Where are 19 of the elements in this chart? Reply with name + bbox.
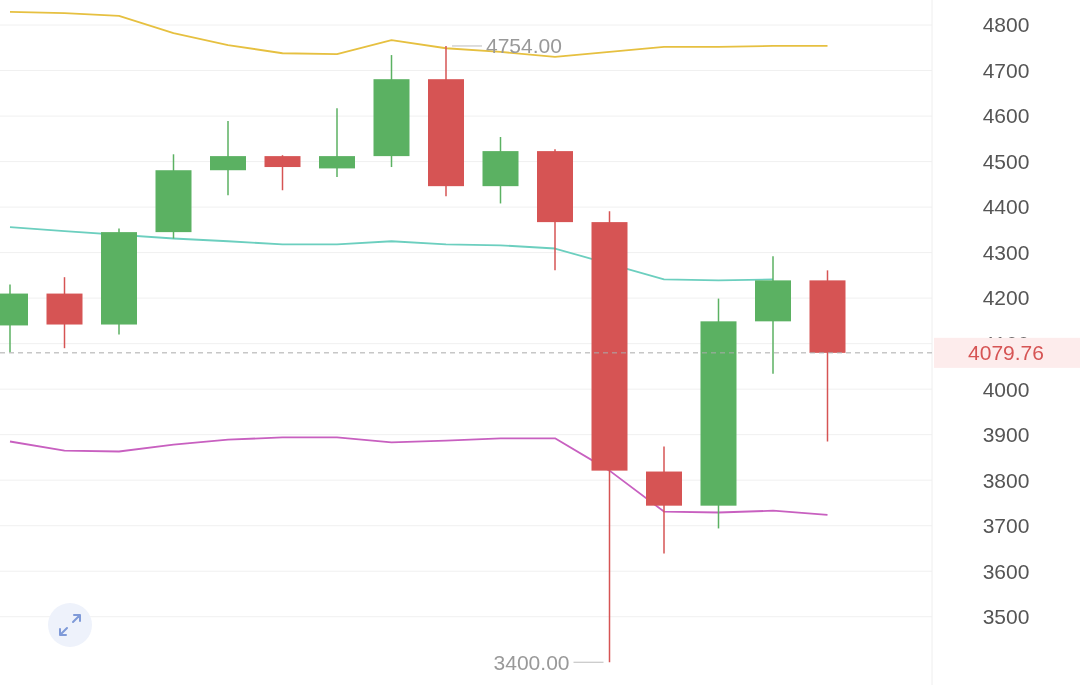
y-tick-label: 4500 (982, 149, 1030, 173)
y-tick-label: 3500 (982, 605, 1030, 629)
y-tick-label: 4600 (982, 104, 1030, 128)
annotation: 3400.00 (493, 650, 570, 674)
y-tick-label: 4700 (982, 58, 1030, 82)
ref-line-label: 4079.76 (968, 341, 1044, 365)
line-series (9, 10, 829, 58)
y-tick-label: 4200 (982, 286, 1030, 310)
line-series (9, 226, 774, 282)
y-tick-label: 4400 (982, 195, 1030, 219)
y-tick-label: 4800 (982, 13, 1030, 37)
y-tick-label: 4300 (982, 240, 1030, 264)
y-tick-label: 3600 (982, 559, 1030, 583)
annotation: 4754.00 (486, 34, 562, 58)
y-tick-label: 3700 (982, 514, 1030, 538)
line-series (9, 436, 829, 516)
y-tick-label: 4000 (982, 377, 1030, 401)
y-tick-label: 3900 (982, 423, 1030, 447)
y-tick-label: 3800 (982, 468, 1030, 492)
